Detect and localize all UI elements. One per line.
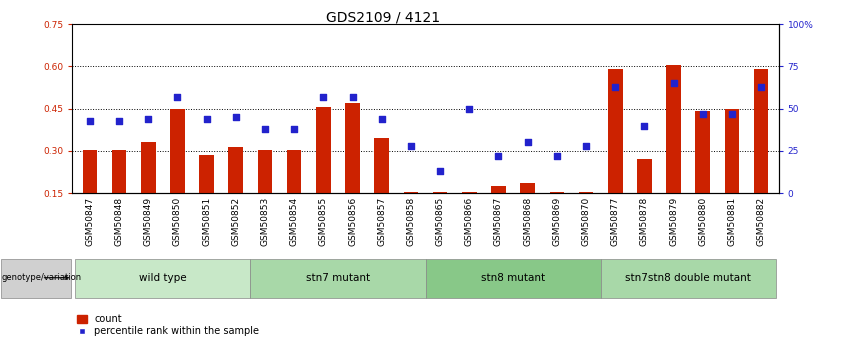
Text: GSM50851: GSM50851: [202, 196, 211, 246]
Text: GSM50869: GSM50869: [552, 196, 562, 246]
Bar: [83, 149, 97, 193]
Bar: [228, 147, 243, 193]
Bar: [433, 192, 448, 193]
Bar: [250, 259, 426, 298]
Bar: [695, 111, 710, 193]
Bar: [287, 149, 301, 193]
Point: [433, 168, 447, 174]
Bar: [75, 259, 250, 298]
Text: GDS2109 / 4121: GDS2109 / 4121: [326, 10, 440, 24]
Bar: [666, 65, 681, 193]
Point: [258, 126, 271, 132]
Bar: [403, 192, 418, 193]
Text: GSM50852: GSM50852: [231, 196, 240, 246]
Bar: [346, 103, 360, 193]
Bar: [491, 186, 505, 193]
Text: GSM50849: GSM50849: [144, 196, 152, 246]
Point: [462, 106, 476, 111]
Point: [83, 118, 97, 123]
Text: GSM50867: GSM50867: [494, 196, 503, 246]
Text: stn8 mutant: stn8 mutant: [481, 273, 545, 283]
Text: GSM50881: GSM50881: [728, 196, 736, 246]
Bar: [258, 149, 272, 193]
Point: [200, 116, 214, 121]
Point: [667, 80, 681, 86]
Point: [637, 123, 651, 128]
Bar: [426, 259, 601, 298]
Text: GSM50855: GSM50855: [319, 196, 328, 246]
Bar: [579, 192, 593, 193]
Text: genotype/variation: genotype/variation: [2, 273, 82, 282]
Text: GSM50877: GSM50877: [611, 196, 620, 246]
Bar: [462, 192, 477, 193]
Text: GSM50870: GSM50870: [581, 196, 591, 246]
Bar: [601, 259, 776, 298]
Bar: [754, 69, 768, 193]
Text: GSM50857: GSM50857: [377, 196, 386, 246]
Point: [754, 84, 768, 89]
Point: [492, 153, 505, 159]
Text: GSM50856: GSM50856: [348, 196, 357, 246]
Bar: [520, 183, 535, 193]
Text: GSM50865: GSM50865: [436, 196, 444, 246]
Text: GSM50848: GSM50848: [115, 196, 123, 246]
Bar: [111, 149, 126, 193]
Text: GSM50878: GSM50878: [640, 196, 649, 246]
Point: [288, 126, 301, 132]
Bar: [374, 138, 389, 193]
Text: GSM50847: GSM50847: [85, 196, 94, 246]
Text: GSM50866: GSM50866: [465, 196, 474, 246]
Point: [141, 116, 155, 121]
Point: [404, 143, 418, 149]
Point: [375, 116, 389, 121]
Text: stn7 mutant: stn7 mutant: [306, 273, 370, 283]
Point: [112, 118, 126, 123]
Bar: [637, 159, 652, 193]
Text: GSM50879: GSM50879: [669, 196, 678, 246]
Bar: [170, 109, 185, 193]
Text: GSM50850: GSM50850: [173, 196, 182, 246]
Text: GSM50854: GSM50854: [289, 196, 299, 246]
Point: [580, 143, 593, 149]
Bar: [199, 155, 214, 193]
Legend: count, percentile rank within the sample: count, percentile rank within the sample: [73, 310, 263, 340]
Text: GSM50868: GSM50868: [523, 196, 532, 246]
Bar: [316, 107, 331, 193]
Point: [317, 94, 330, 100]
Point: [725, 111, 739, 117]
Point: [170, 94, 184, 100]
Bar: [550, 192, 564, 193]
Text: GSM50858: GSM50858: [407, 196, 415, 246]
Point: [550, 153, 563, 159]
Text: GSM50853: GSM50853: [260, 196, 270, 246]
Bar: [608, 69, 623, 193]
Point: [608, 84, 622, 89]
Bar: [141, 142, 156, 193]
Point: [696, 111, 710, 117]
Text: GSM50882: GSM50882: [757, 196, 766, 246]
Text: GSM50880: GSM50880: [699, 196, 707, 246]
Text: stn7stn8 double mutant: stn7stn8 double mutant: [625, 273, 751, 283]
Point: [346, 94, 359, 100]
Point: [229, 114, 243, 120]
Bar: [725, 109, 740, 193]
Point: [521, 140, 534, 145]
Text: wild type: wild type: [139, 273, 186, 283]
